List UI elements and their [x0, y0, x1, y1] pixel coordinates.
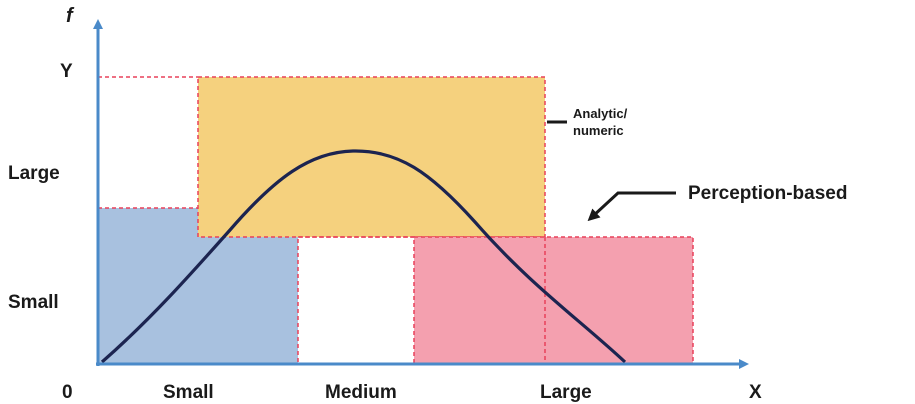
y-axis-name: f: [66, 5, 75, 27]
y-tick-small: Small: [8, 292, 59, 313]
origin-label: 0: [62, 382, 73, 403]
analytic-region: [197, 76, 546, 238]
analytic-label-line2: numeric: [573, 123, 624, 138]
y-axis-top-label: Y: [60, 61, 73, 82]
x-tick-small: Small: [163, 382, 214, 403]
perception-label: Perception-based: [688, 183, 847, 204]
x-tick-large: Large: [540, 382, 592, 403]
perception-pointer-arrow: [587, 191, 676, 222]
membership-curve: [100, 149, 627, 364]
x-tick-medium: Medium: [325, 382, 397, 403]
y-tick-large: Large: [8, 163, 60, 184]
analytic-label-line1: Analytic/: [573, 106, 628, 121]
x-axis-name: X: [749, 382, 762, 403]
